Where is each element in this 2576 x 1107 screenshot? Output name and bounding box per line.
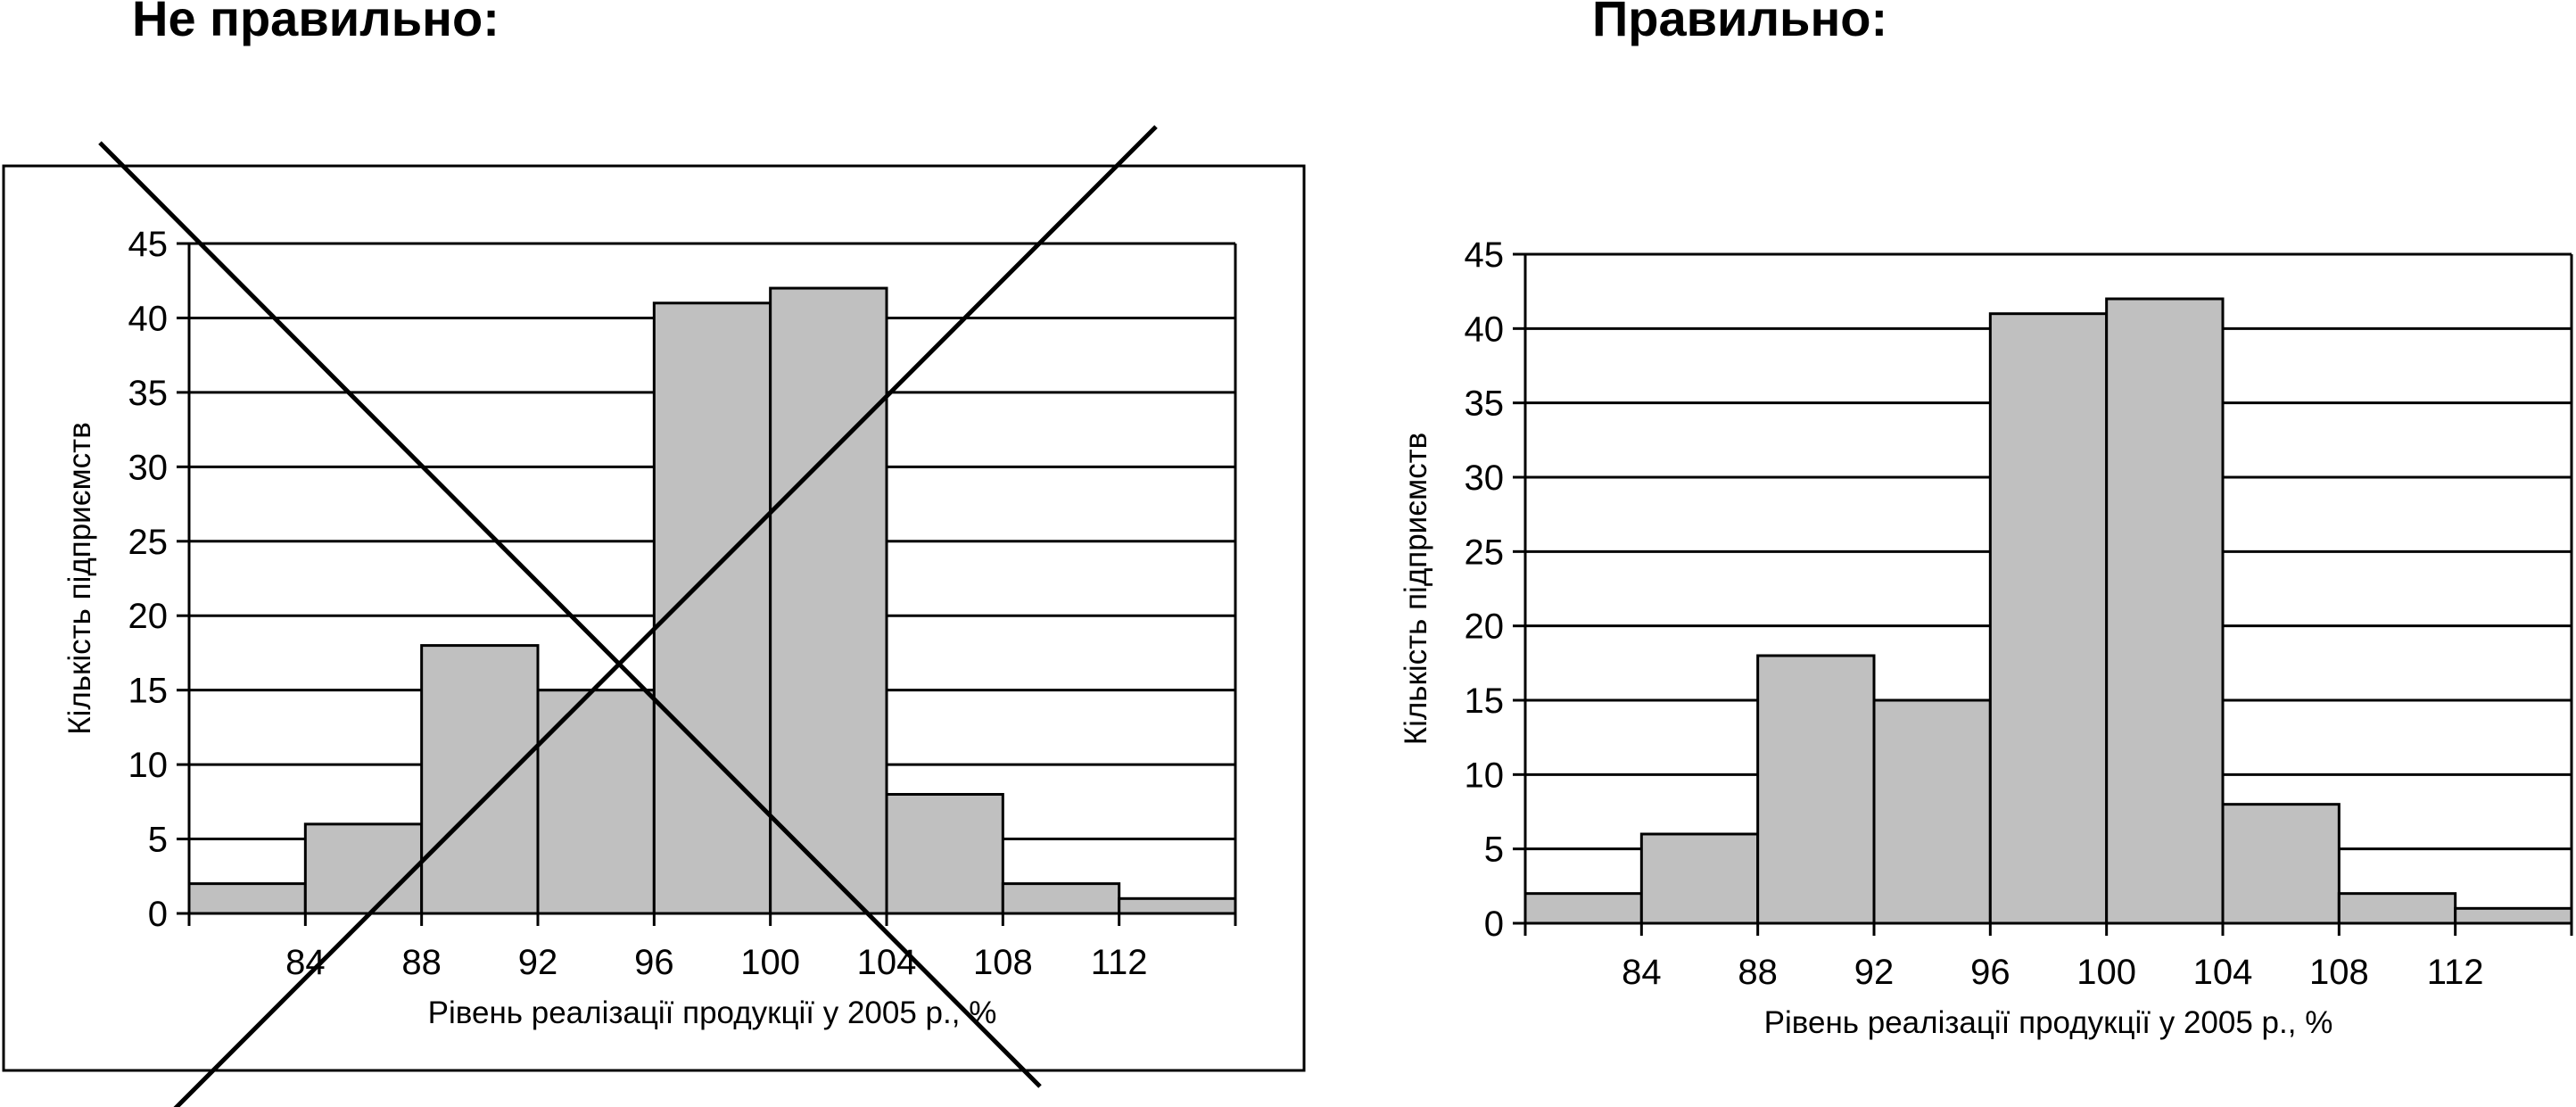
x-tick-label: 112: [2427, 953, 2484, 992]
histogram-bar: [2105, 297, 2225, 925]
x-tick-label: 100: [2076, 953, 2136, 992]
histogram-bar: [1118, 896, 1237, 915]
x-tick-label: 112: [1091, 943, 1148, 982]
y-tick-label: 35: [128, 374, 169, 413]
x-tick-label: 108: [2309, 953, 2369, 992]
y-tick-label: 15: [1465, 682, 1505, 721]
x-tick-label: 88: [401, 943, 442, 982]
cross-out-line: [173, 125, 1158, 1107]
y-tick-label: 30: [1465, 458, 1505, 498]
histogram-bar: [885, 792, 1004, 915]
y-tick-label: 35: [1465, 384, 1505, 424]
y-tick-label: 40: [128, 299, 169, 338]
histogram-bar: [1639, 832, 1760, 925]
x-tick-label: 96: [634, 943, 674, 982]
heading-right: Правильно:: [1592, 0, 1888, 46]
histogram-bar: [1872, 698, 1992, 925]
histogram-bar: [187, 882, 307, 915]
y-tick-label: 15: [128, 672, 169, 711]
y-tick-label: 40: [1465, 310, 1505, 349]
y-tick-label: 5: [148, 821, 168, 860]
x-tick-label: 84: [1622, 953, 1662, 992]
y-axis-label: Кількість підприємств: [1399, 433, 1433, 746]
x-tick-label: 96: [1970, 953, 2010, 992]
histogram-bar: [769, 286, 888, 915]
x-tick-label: 100: [740, 943, 800, 982]
x-tick-label: 88: [1738, 953, 1778, 992]
histogram-bar: [2221, 803, 2341, 925]
histogram-bar: [536, 689, 656, 915]
y-tick-label: 0: [1484, 905, 1504, 944]
y-tick-label: 20: [1465, 607, 1505, 647]
y-tick-label: 10: [1465, 756, 1505, 795]
y-tick-label: 25: [128, 523, 169, 562]
histogram-bar: [1523, 892, 1643, 925]
histogram-bar: [2454, 906, 2573, 925]
histogram-bar: [1001, 882, 1121, 915]
y-tick-label: 25: [1465, 533, 1505, 572]
histogram-bar: [303, 822, 424, 915]
histogram-bar: [652, 302, 772, 915]
y-tick-label: 20: [128, 597, 169, 636]
y-tick-label: 45: [1465, 235, 1505, 275]
x-tick-label: 104: [857, 943, 917, 982]
x-tick-label: 92: [518, 943, 558, 982]
x-tick-label: 108: [973, 943, 1033, 982]
histogram-bar: [420, 644, 540, 915]
x-axis-label: Рівень реалізації продукції у 2005 р., %: [428, 995, 997, 1030]
chart-right: 0 5 10 15 20 25 30 35 40 45 84 88 92 96 100 104 108 112 Рі…: [1399, 235, 2573, 1040]
histogram-bar: [1756, 654, 1876, 925]
heading-wrong: Не правильно:: [132, 0, 500, 46]
x-tick-label: 104: [2193, 953, 2253, 992]
cross-out-line: [98, 141, 1042, 1088]
y-tick-label: 30: [128, 448, 169, 487]
x-tick-label: 92: [1854, 953, 1895, 992]
y-tick-label: 5: [1484, 830, 1504, 870]
histogram-bar: [2337, 892, 2457, 925]
histogram-bar: [1988, 312, 2109, 925]
y-tick-label: 10: [128, 746, 169, 785]
y-tick-label: 0: [148, 895, 168, 934]
y-axis-label: Кількість підприємств: [62, 422, 97, 735]
y-tick-label: 45: [128, 225, 169, 264]
x-axis-label: Рівень реалізації продукції у 2005 р., %: [1764, 1005, 2333, 1040]
chart-frame: [2, 164, 1306, 1072]
